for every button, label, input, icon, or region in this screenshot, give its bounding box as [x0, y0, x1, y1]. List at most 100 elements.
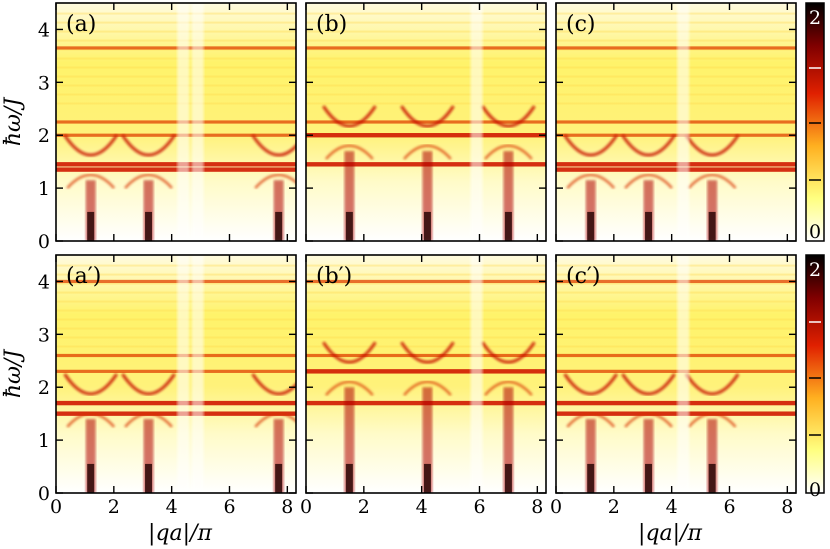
flat-band [56, 279, 296, 284]
flat-band [56, 120, 296, 124]
dispersive-stem-core [504, 463, 512, 493]
heatmap-streak [56, 12, 296, 15]
heatmap-gap [470, 255, 483, 493]
dispersive-arc [400, 341, 455, 364]
dispersive-stem-core [645, 211, 653, 241]
heatmap-streak [556, 12, 796, 15]
flat-band [556, 162, 796, 167]
heatmap-streak [56, 282, 296, 285]
dispersive-stem [143, 180, 154, 241]
heatmap-streak [306, 327, 546, 330]
x-axis-label-right: |qa|/π [638, 521, 702, 546]
dispersive-stem [503, 151, 514, 241]
heatmap-streak [556, 291, 796, 294]
dispersive-stem-core [145, 211, 153, 241]
flat-band [556, 120, 796, 124]
heatmap-streak [556, 336, 796, 339]
heatmap-streak [556, 57, 796, 60]
heatmap-streak [56, 21, 296, 24]
panel-label: (a) [66, 12, 96, 37]
colorbar-bottom-label-min: 0 [809, 479, 821, 501]
flat-band [56, 353, 296, 358]
x-tick-label: 8 [281, 496, 293, 518]
x-tick-label: 2 [608, 496, 620, 518]
dispersive-arc [400, 105, 455, 128]
heatmap-streak [56, 102, 296, 105]
dispersive-arc [563, 134, 618, 157]
heatmap-streak [306, 75, 546, 78]
y-tick-label: 1 [38, 178, 50, 200]
heatmap-streak [306, 93, 546, 96]
heatmap-streak [306, 21, 546, 24]
panel-frame [55, 2, 297, 242]
heatmap-streak [306, 30, 546, 33]
flat-band [556, 279, 796, 284]
heatmap-streak [56, 327, 296, 330]
heatmap-streak [56, 39, 296, 42]
heatmap-streak [306, 84, 546, 87]
x-tick-label: 4 [416, 496, 428, 518]
heatmap-streak [556, 264, 796, 267]
heatmap-streak [556, 93, 796, 96]
y-tick-label: 0 [38, 483, 50, 505]
dispersive-arc [66, 412, 116, 428]
dispersive-stem [585, 180, 596, 241]
heatmap-streak [306, 264, 546, 267]
dispersive-stem [273, 418, 284, 493]
heatmap-streak [56, 30, 296, 33]
flat-band [556, 133, 796, 137]
flat-band [56, 167, 296, 172]
y-tick-label: 2 [38, 125, 50, 147]
heatmap-gap [177, 3, 190, 241]
heatmap-streak [306, 282, 546, 285]
dispersive-stem-core [423, 463, 431, 493]
dispersive-arc [481, 105, 536, 128]
y-tick-label: 4 [38, 19, 50, 41]
dispersive-stem-core [423, 211, 431, 241]
dispersive-arc [121, 373, 176, 396]
dispersive-arc [325, 144, 374, 160]
heatmap-streak [556, 84, 796, 87]
heatmap-gap [470, 3, 483, 241]
heatmap-streak [306, 273, 546, 276]
flat-band [306, 46, 546, 50]
heatmap-streak [56, 309, 296, 312]
dispersive-stem-core [708, 211, 716, 241]
dispersive-arc [621, 373, 676, 396]
heatmap-streak [56, 291, 296, 294]
dispersive-arc [687, 412, 737, 428]
flat-band [556, 411, 796, 416]
heatmap-streak [556, 66, 796, 69]
x-tick-label: 6 [723, 496, 735, 518]
heatmap-streak [306, 336, 546, 339]
dispersive-stem-core [145, 463, 153, 493]
heatmap-streak [556, 327, 796, 330]
panels-group [55, 2, 797, 494]
heatmap-streak [556, 75, 796, 78]
heatmap-streak [306, 66, 546, 69]
heatmap-streak [56, 273, 296, 276]
heatmap-gap [191, 255, 204, 493]
dispersive-stem [643, 180, 654, 241]
dispersive-arc [325, 380, 374, 396]
dispersive-arc [124, 412, 173, 428]
dispersive-stem-core [87, 211, 95, 241]
panel-label: (c) [566, 12, 596, 37]
heatmap-panel [306, 3, 546, 241]
dispersive-stem-core [275, 211, 283, 241]
flat-band [556, 167, 796, 172]
dispersive-stem [503, 387, 514, 493]
x-tick-label: 8 [781, 496, 793, 518]
dispersive-arc [121, 134, 176, 157]
dispersive-arc [621, 134, 676, 157]
dispersive-arc [403, 380, 452, 396]
dispersive-arc [251, 134, 296, 157]
heatmap-streak [306, 39, 546, 42]
flat-band [556, 400, 796, 406]
dispersive-arc [687, 173, 737, 189]
dispersive-stem [85, 418, 96, 493]
heatmap-gap [677, 3, 690, 241]
heatmap-streak [306, 300, 546, 303]
dispersive-stem [643, 418, 654, 493]
dispersive-arc [566, 412, 616, 428]
